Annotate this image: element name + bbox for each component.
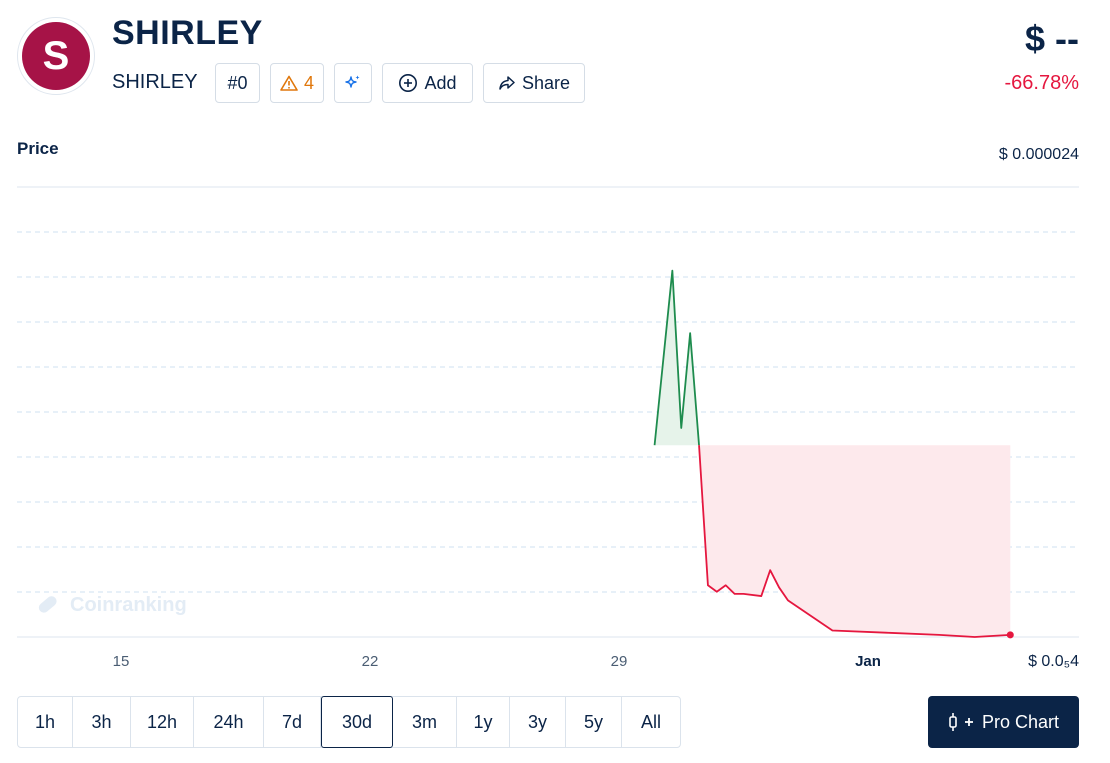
chart-label: Price [17, 139, 59, 158]
down-area [699, 445, 1011, 637]
chart-points [1006, 631, 1014, 639]
range-24h[interactable]: 24h [194, 697, 264, 747]
price-line-down [698, 445, 1011, 638]
pro-chart-label: Pro Chart [981, 711, 1060, 732]
chart-bottom-value: $ 0.0₅4 [1028, 653, 1079, 670]
coin-title: SHIRLEY [112, 14, 263, 52]
warnings-button[interactable]: 4 [270, 63, 324, 103]
current-price: $ -- [1025, 18, 1079, 59]
range-5y[interactable]: 5y [566, 697, 622, 747]
up-area [654, 270, 700, 446]
range-7d[interactable]: 7d [264, 697, 321, 747]
chart-grid [17, 231, 1079, 593]
range-3m[interactable]: 3m [393, 697, 457, 747]
price-change: -66.78% [1004, 72, 1080, 94]
add-button[interactable]: Add [382, 63, 473, 103]
share-button[interactable]: Share [483, 63, 585, 103]
rank-value: #0 [227, 72, 248, 93]
watermark: Coinranking [36, 594, 187, 617]
x-tick-15: 15 [112, 653, 130, 670]
watermark-text: Coinranking [70, 594, 187, 616]
coin-logo: S [17, 17, 95, 95]
range-1y[interactable]: 1y [457, 697, 510, 747]
ai-insights-button[interactable] [334, 63, 372, 103]
time-range-selector: 1h 3h 12h 24h 7d 30d 3m 1y 3y 5y All [17, 696, 681, 748]
rank-badge: #0 [215, 63, 260, 103]
price-line-up [653, 269, 700, 446]
x-tick-jan: Jan [855, 653, 881, 670]
coinranking-logo-icon [38, 595, 57, 613]
coin-symbol: SHIRLEY [112, 71, 198, 93]
chart-areas [654, 270, 1011, 637]
chart-top-value: $ 0.000024 [998, 146, 1079, 163]
range-3y[interactable]: 3y [510, 697, 566, 747]
candlestick-icon [949, 713, 973, 731]
pro-chart-button[interactable]: Pro Chart [928, 696, 1079, 748]
sparkle-icon [345, 75, 360, 88]
range-12h[interactable]: 12h [131, 697, 194, 747]
warning-icon [280, 75, 298, 91]
last-price-dot [1006, 631, 1014, 639]
warnings-count: 4 [303, 72, 314, 93]
chart-lines [653, 269, 1011, 638]
range-3h[interactable]: 3h [73, 697, 131, 747]
range-1h[interactable]: 1h [18, 697, 73, 747]
range-30d[interactable]: 30d [321, 696, 393, 748]
coin-logo-letter: S [22, 22, 90, 90]
x-tick-29: 29 [610, 653, 628, 670]
range-all[interactable]: All [640, 711, 661, 732]
plus-circle-icon [399, 74, 418, 92]
x-tick-22: 22 [361, 653, 379, 670]
add-label: Add [424, 72, 457, 93]
share-icon [499, 76, 515, 90]
share-label: Share [521, 72, 571, 93]
